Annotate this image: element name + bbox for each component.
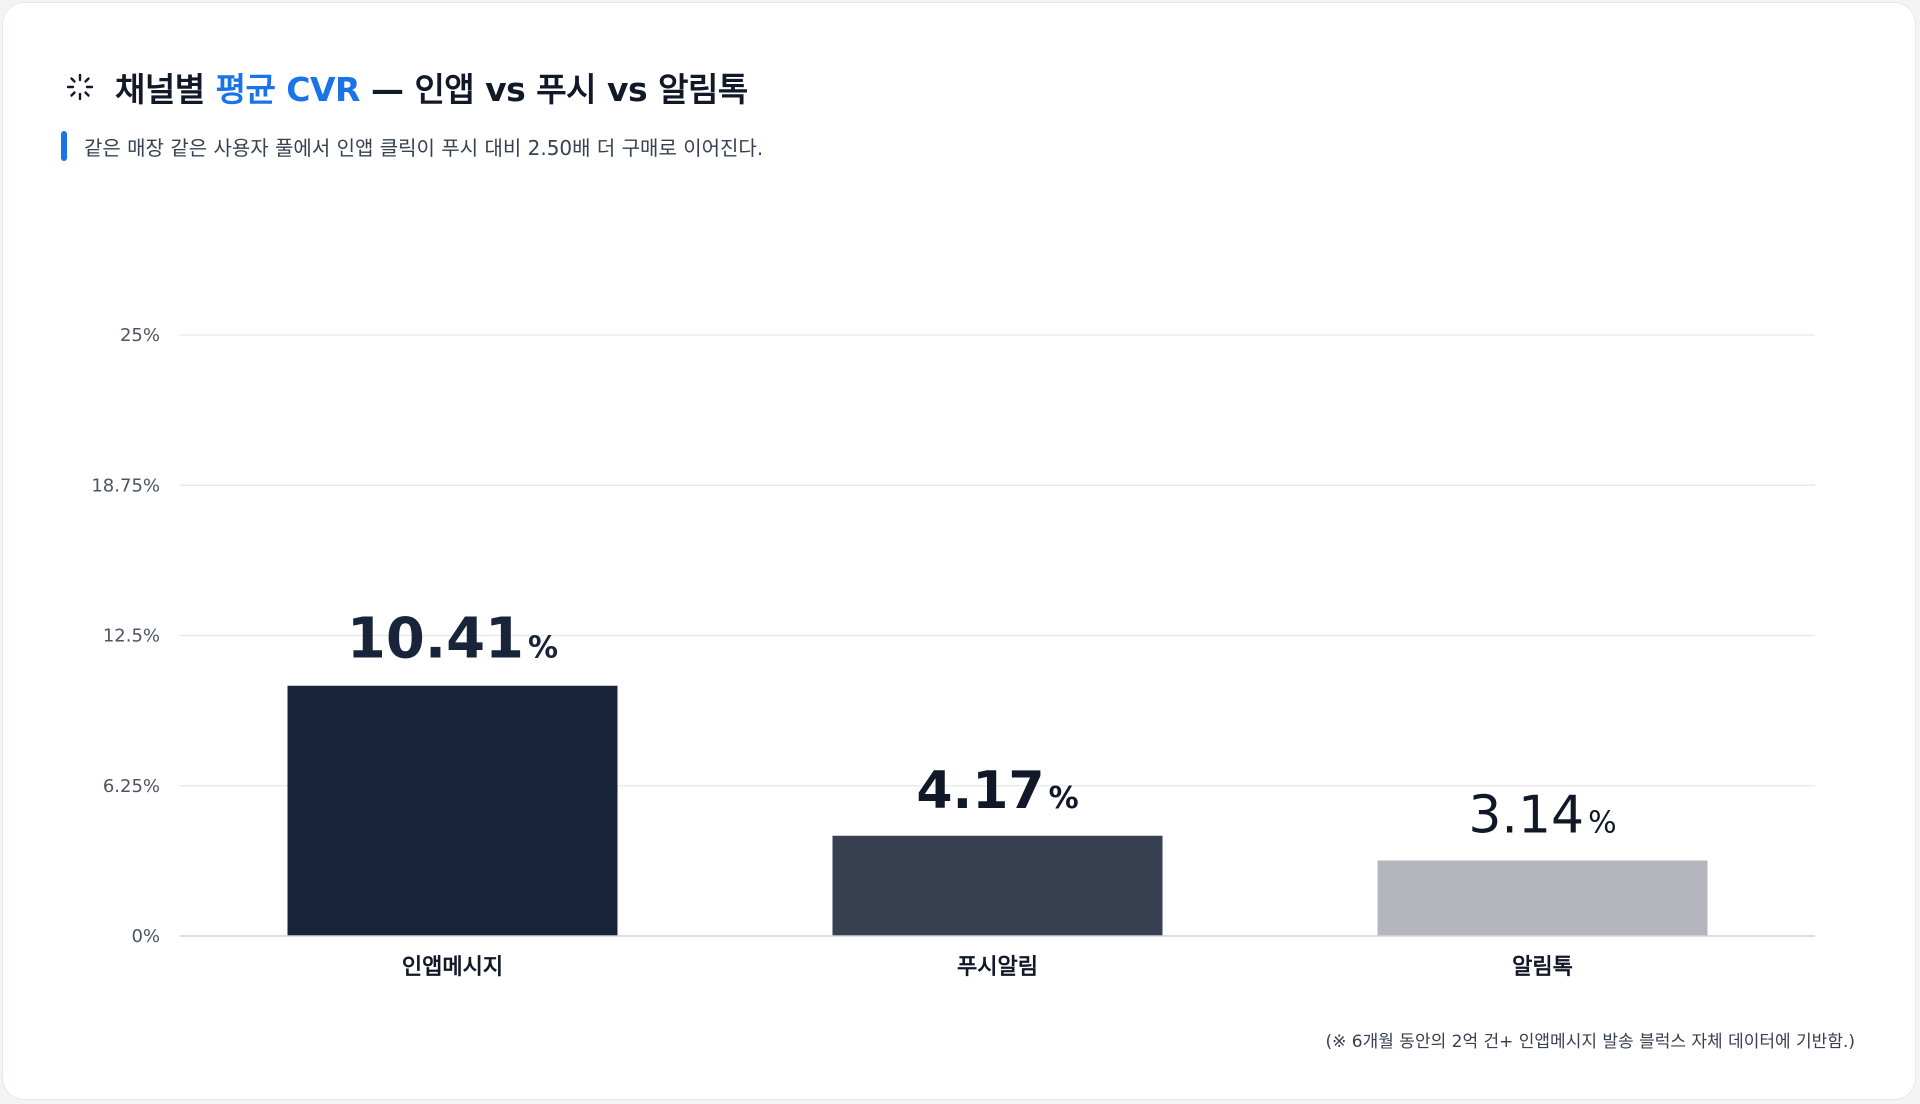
data-label: 3.14% (1468, 786, 1616, 846)
title-prefix: 채널별 (115, 70, 216, 109)
data-label: 10.41% (347, 607, 558, 672)
title-suffix: — 인앱 vs 푸시 vs 알림톡 (359, 70, 748, 109)
loading-spinner-icon (66, 73, 94, 101)
y-tick-label: 25% (120, 325, 160, 346)
y-tick-label: 18.75% (91, 475, 160, 496)
chart-subtitle: 같은 매장 같은 사용자 풀에서 인앱 클릭이 푸시 대비 2.50배 더 구매… (84, 135, 764, 160)
x-tick-label: 인앱메시지 (402, 955, 503, 980)
footnote: (※ 6개월 동안의 2억 건+ 인앱메시지 발송 블럭스 자체 데이터에 기반… (1325, 1032, 1855, 1052)
y-tick-label: 12.5% (103, 626, 160, 647)
bar (287, 685, 618, 936)
bar (832, 835, 1163, 936)
chart-title: 채널별 평균 CVR — 인앱 vs 푸시 vs 알림톡 (115, 63, 748, 111)
y-tick-label: 6.25% (103, 776, 160, 797)
subtitle-accent-bar (61, 131, 67, 161)
x-tick-label: 푸시알림 (957, 955, 1038, 980)
bar (1377, 860, 1708, 936)
data-label: 4.17% (916, 761, 1078, 821)
title-accent: 평균 CVR (215, 70, 361, 109)
y-tick-label: 0% (131, 926, 160, 947)
x-tick-label: 알림톡 (1512, 955, 1573, 980)
title-row: 채널별 평균 CVR — 인앱 vs 푸시 vs 알림톡 (65, 63, 748, 111)
subtitle-row: 같은 매장 같은 사용자 풀에서 인앱 클릭이 푸시 대비 2.50배 더 구매… (61, 131, 763, 161)
